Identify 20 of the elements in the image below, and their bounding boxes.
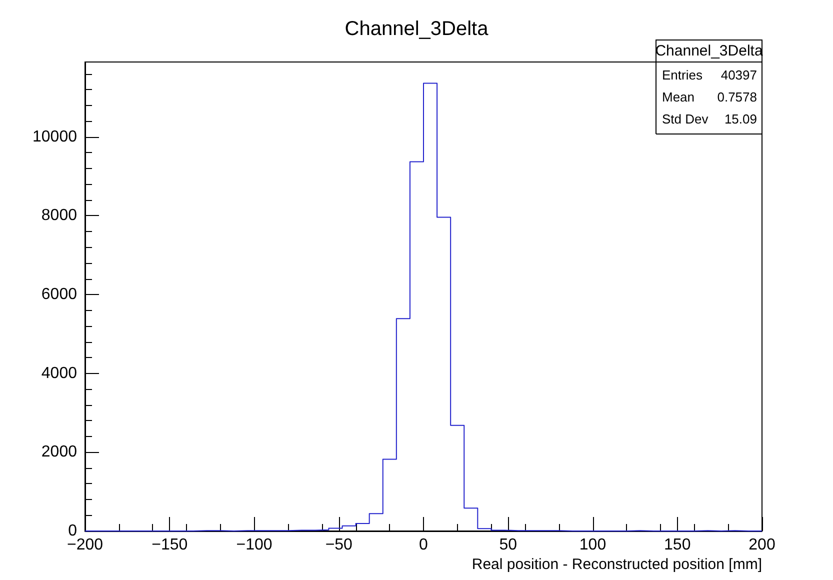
x-tick-label: 0	[419, 536, 428, 554]
text: Mean 0.7578	[662, 90, 757, 104]
x-tick-label: 200	[748, 536, 776, 554]
y-tick-label: 2000	[41, 444, 78, 461]
y-tick-label: 6000	[41, 286, 78, 304]
y-tick-label: 4000	[41, 364, 78, 382]
y-tick-label: 10000	[32, 128, 78, 146]
x-tick-label: −100	[236, 536, 272, 554]
x-tick-label: −50	[325, 536, 353, 554]
x-tick-label: 150	[664, 536, 691, 554]
y-tick-label: 0	[68, 522, 78, 540]
x-tick-label: 50	[499, 536, 518, 554]
text: Std Dev 15.09	[662, 112, 757, 126]
text: Entries 40397	[662, 68, 757, 82]
x-tick-label: −150	[152, 536, 188, 554]
x-tick-label: −200	[66, 536, 104, 554]
x-axis-title: Real position - Reconstructed position [mm]	[472, 556, 762, 573]
chart-title: Channel_3Delta	[344, 18, 490, 40]
y-tick-label: 8000	[41, 207, 78, 224]
x-tick-label: 100	[579, 536, 606, 554]
